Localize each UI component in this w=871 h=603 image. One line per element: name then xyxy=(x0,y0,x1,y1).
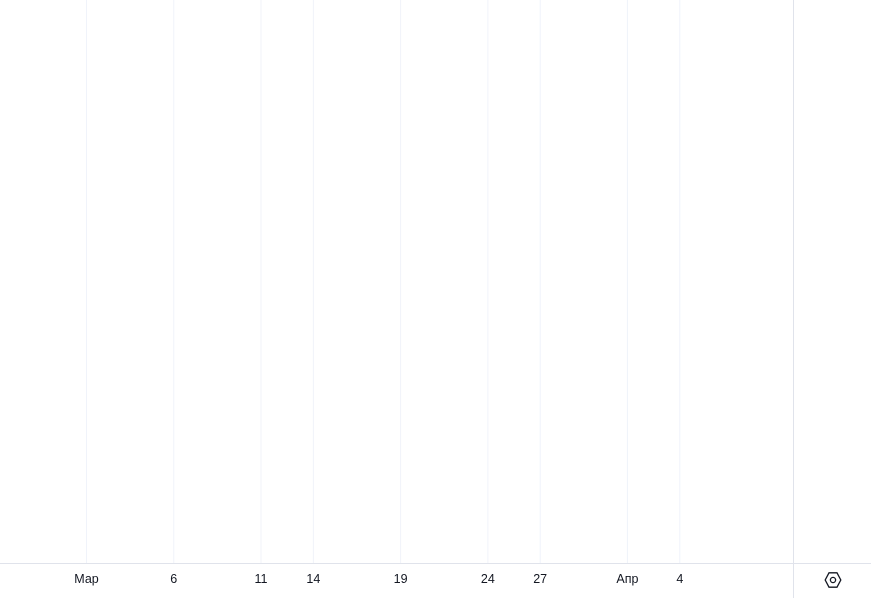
time-axis-tick-label: Мар xyxy=(74,572,99,586)
time-axis-tick-label: 24 xyxy=(481,572,495,586)
chart-settings-button[interactable] xyxy=(820,568,846,592)
gear-icon xyxy=(824,572,842,588)
time-axis-tick-label: 6 xyxy=(170,572,177,586)
time-axis-tick-label: 11 xyxy=(255,572,268,586)
time-axis-tick-label: 19 xyxy=(394,572,408,586)
time-axis-tick-label: 27 xyxy=(533,572,547,586)
time-axis-tick-label: 4 xyxy=(676,572,683,586)
time-axis-tick-label: Апр xyxy=(616,572,638,586)
time-axis-tick-label: 14 xyxy=(306,572,320,586)
